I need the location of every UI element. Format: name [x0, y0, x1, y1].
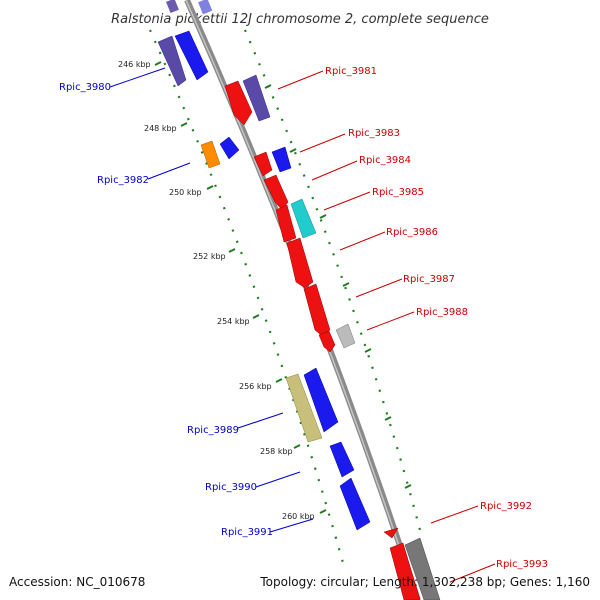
- gene-label-rpic-3988[interactable]: Rpic_3988: [416, 307, 468, 318]
- gene-arrow[interactable]: [290, 198, 317, 239]
- gene-label-rpic-3993[interactable]: Rpic_3993: [496, 559, 548, 570]
- accession-text: Accession: NC_010678: [9, 575, 145, 589]
- gene-label-rpic-3989[interactable]: Rpic_3989: [187, 425, 239, 436]
- gene-label-rpic-3992[interactable]: Rpic_3992: [480, 501, 532, 512]
- gene-label-rpic-3980[interactable]: Rpic_3980: [59, 82, 111, 93]
- gene-arrow[interactable]: [219, 136, 240, 160]
- gene-arrow[interactable]: [271, 146, 292, 173]
- gene-label-rpic-3984[interactable]: Rpic_3984: [359, 155, 411, 166]
- ruler-label: 256 kbp: [239, 382, 272, 391]
- gene-arrow[interactable]: [329, 441, 355, 478]
- gene-arrow[interactable]: [200, 140, 221, 169]
- gene-arrow[interactable]: [157, 35, 187, 87]
- gene-label-rpic-3983[interactable]: Rpic_3983: [348, 128, 400, 139]
- gene-arrow[interactable]: [285, 373, 323, 443]
- gene-arrow[interactable]: [303, 283, 331, 336]
- ruler-label: 246 kbp: [118, 60, 151, 69]
- reverse-labels: [277, 70, 496, 583]
- gene-label-rpic-3987[interactable]: Rpic_3987: [403, 274, 455, 285]
- gene-arrow[interactable]: [224, 80, 253, 126]
- gene-arrow[interactable]: [383, 527, 399, 539]
- ruler-label: 248 kbp: [144, 124, 177, 133]
- reverse-genes: [224, 74, 441, 600]
- gene-label-rpic-3986[interactable]: Rpic_3986: [386, 227, 438, 238]
- gene-feature-offscreen: [198, 0, 213, 15]
- gene-label-rpic-3981[interactable]: Rpic_3981: [325, 66, 377, 77]
- gene-label-rpic-3990[interactable]: Rpic_3990: [205, 482, 257, 493]
- ruler-label: 254 kbp: [217, 317, 250, 326]
- forward-genes: [157, 30, 371, 531]
- gene-arrow[interactable]: [286, 237, 314, 289]
- topology-text: Topology: circular; Length: 1,302,238 bp…: [259, 575, 590, 589]
- ruler-label: 250 kbp: [169, 188, 202, 197]
- ruler-ticks: [154, 61, 412, 514]
- gene-feature-offscreen: [166, 0, 179, 14]
- ruler-label: 252 kbp: [193, 252, 226, 261]
- chromosome-backbone: [184, 0, 421, 600]
- gene-arrow[interactable]: [242, 74, 271, 122]
- gene-arrow[interactable]: [335, 323, 356, 349]
- gene-arrow[interactable]: [303, 367, 339, 433]
- gene-arrow[interactable]: [404, 537, 441, 600]
- map-title: Ralstonia pickettii 12J chromosome 2, co…: [111, 12, 489, 27]
- ruler-label: 258 kbp: [260, 447, 293, 456]
- gene-arrow[interactable]: [318, 330, 336, 353]
- gene-arrow[interactable]: [389, 542, 421, 600]
- ruler-label: 260 kbp: [282, 512, 315, 521]
- gene-label-rpic-3991[interactable]: Rpic_3991: [221, 527, 273, 538]
- gene-label-rpic-3982[interactable]: Rpic_3982: [97, 175, 149, 186]
- gene-arrow[interactable]: [275, 204, 297, 243]
- gene-arrow[interactable]: [253, 151, 273, 177]
- gene-arrow[interactable]: [174, 30, 209, 81]
- gene-label-rpic-3985[interactable]: Rpic_3985: [372, 187, 424, 198]
- chromosome-backbone-highlight: [185, 0, 418, 600]
- forward-labels: [109, 67, 314, 533]
- ruler-labels: 246 kbp 248 kbp 250 kbp 252 kbp 254 kbp …: [118, 60, 315, 521]
- gene-arrow[interactable]: [339, 477, 371, 531]
